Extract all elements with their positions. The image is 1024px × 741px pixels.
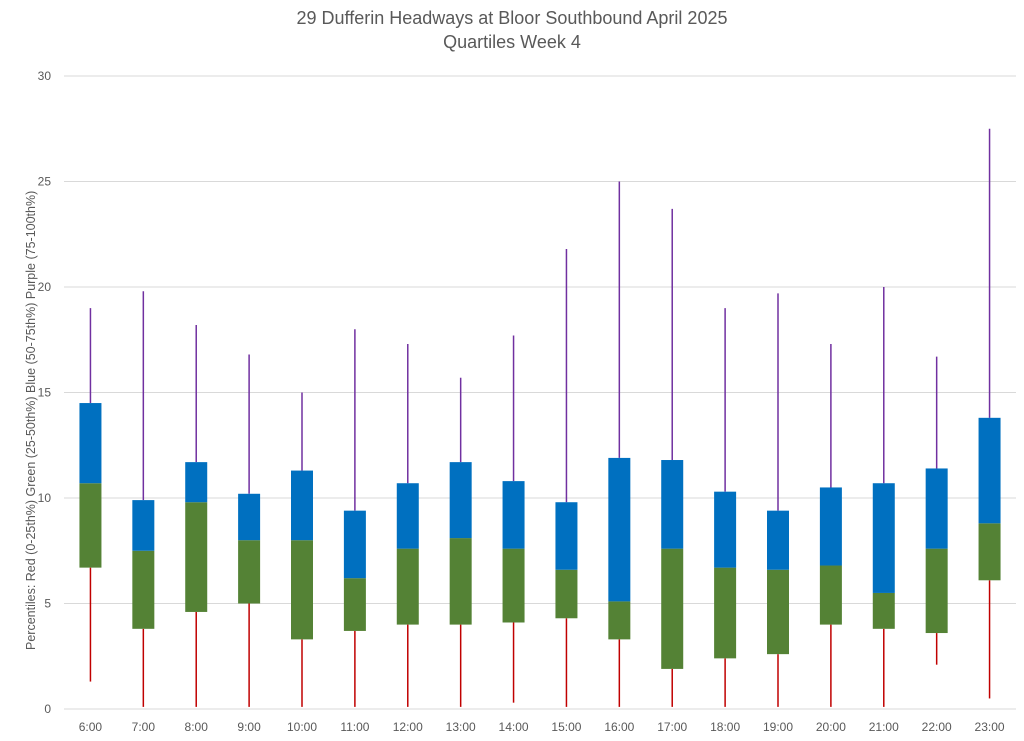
box-upper-11:00 [343,510,366,579]
x-tick-label: 23:00 [975,720,1005,734]
box-upper-19:00 [767,510,789,570]
box-lower-12:00 [396,548,419,625]
chart-title: 29 Dufferin Headways at Bloor Southbound… [0,6,1024,54]
box-upper-23:00 [978,417,1001,524]
x-tick-label: 15:00 [551,720,581,734]
x-tick-label: 18:00 [710,720,740,734]
box-lower-23:00 [978,523,1001,581]
box-lower-19:00 [767,569,789,655]
box-lower-18:00 [714,567,737,659]
box-upper-20:00 [819,487,842,566]
box-lower-13:00 [449,538,472,625]
box-upper-13:00 [449,462,472,539]
chart-subtitle-line: Quartiles Week 4 [443,32,581,52]
box-upper-10:00 [291,470,313,541]
box-upper-9:00 [238,493,261,541]
box-upper-18:00 [714,491,737,568]
x-tick-label: 12:00 [393,720,423,734]
box-upper-16:00 [608,457,631,602]
box-lower-21:00 [872,592,895,629]
x-tick-label: 8:00 [185,720,209,734]
box-upper-8:00 [185,462,208,503]
box-lower-9:00 [238,540,261,604]
box-lower-8:00 [185,502,208,612]
box-upper-15:00 [555,502,578,570]
x-tick-label: 22:00 [922,720,952,734]
box-lower-7:00 [132,550,155,629]
y-tick-label: 30 [38,69,52,83]
box-lower-10:00 [291,540,313,640]
y-tick-label: 10 [38,491,52,505]
x-tick-label: 6:00 [79,720,103,734]
y-tick-label: 0 [44,702,51,716]
x-tick-label: 14:00 [499,720,529,734]
y-tick-label: 15 [38,386,52,400]
box-upper-12:00 [396,483,419,549]
x-tick-label: 19:00 [763,720,793,734]
x-tick-label: 11:00 [340,720,369,734]
box-upper-14:00 [502,481,525,549]
box-lower-16:00 [608,601,631,640]
x-tick-label: 9:00 [237,720,261,734]
box-lower-22:00 [925,548,948,634]
y-tick-label: 20 [38,280,52,294]
box-lower-6:00 [79,483,102,568]
box-lower-14:00 [502,548,525,623]
box-upper-17:00 [661,460,684,549]
x-tick-label: 20:00 [816,720,846,734]
x-tick-label: 17:00 [657,720,687,734]
chart-title-line: 29 Dufferin Headways at Bloor Southbound… [296,8,728,28]
box-upper-22:00 [925,468,948,549]
y-tick-label: 5 [44,597,51,611]
x-tick-label: 10:00 [287,720,317,734]
x-tick-label: 7:00 [132,720,156,734]
box-upper-21:00 [872,483,895,593]
box-lower-11:00 [343,578,366,631]
box-lower-17:00 [661,548,684,669]
box-upper-6:00 [79,403,102,484]
box-lower-15:00 [555,569,578,619]
x-tick-label: 16:00 [604,720,634,734]
box-lower-20:00 [819,565,842,625]
y-tick-label: 25 [38,175,52,189]
x-tick-label: 13:00 [446,720,476,734]
x-tick-label: 21:00 [869,720,899,734]
box-upper-7:00 [132,500,155,551]
